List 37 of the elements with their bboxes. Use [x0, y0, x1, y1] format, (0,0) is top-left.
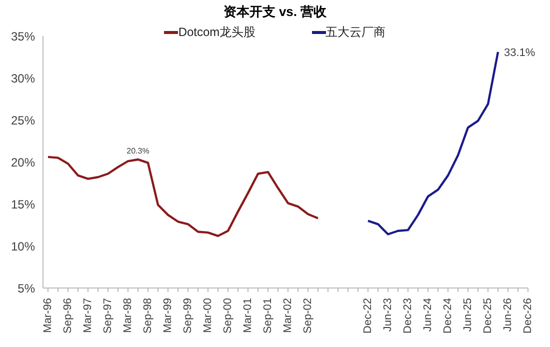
x-tick-label: Dec-26 [522, 298, 534, 334]
y-tick-label: 30% [10, 71, 36, 86]
x-tick-label: Jun-25 [462, 298, 474, 332]
y-tick-label: 20% [10, 155, 36, 170]
x-tick-label: Mar-96 [42, 298, 54, 333]
x-tick-label: Dec-23 [402, 298, 414, 334]
data-label: 33.1% [504, 46, 536, 59]
x-tick-label: Sep-96 [62, 298, 74, 334]
x-tick-label: Sep-97 [102, 298, 114, 334]
x-tick-label: Mar-00 [202, 298, 214, 333]
x-tick-label: Jun-23 [382, 298, 394, 332]
chart-title: 资本开支 vs. 营收 [222, 3, 328, 21]
data-label: 20.3% [126, 146, 150, 156]
x-tick-label: Mar-99 [162, 298, 174, 333]
x-tick-label: Dec-24 [442, 298, 454, 334]
y-tick-label: 25% [10, 113, 36, 128]
x-tick-label: Mar-02 [282, 298, 294, 333]
legend-label: Dotcom龙头股 [178, 24, 256, 41]
x-tick-label: Mar-01 [242, 298, 254, 333]
x-tick-label: Dec-25 [482, 298, 494, 334]
y-tick-label: 35% [10, 29, 36, 44]
x-tick-label: Mar-98 [122, 298, 134, 333]
y-tick-label: 15% [10, 197, 36, 212]
line-series [46, 156, 320, 238]
x-tick-label: Dec-22 [362, 298, 374, 334]
y-tick-label: 10% [10, 239, 36, 254]
x-tick-label: Jun-26 [502, 298, 514, 332]
x-tick-label: Sep-01 [262, 298, 274, 334]
x-tick-label: Mar-97 [82, 298, 94, 333]
x-tick-label: Jun-24 [422, 298, 434, 332]
legend-label: 五大云厂商 [326, 24, 386, 41]
x-tick-label: Sep-02 [302, 298, 314, 334]
y-tick-label: 5% [18, 281, 36, 296]
x-tick-label: Sep-00 [222, 298, 234, 334]
x-tick-label: Sep-98 [142, 298, 154, 334]
line-series [366, 50, 500, 236]
x-tick-label: Sep-99 [182, 298, 194, 334]
